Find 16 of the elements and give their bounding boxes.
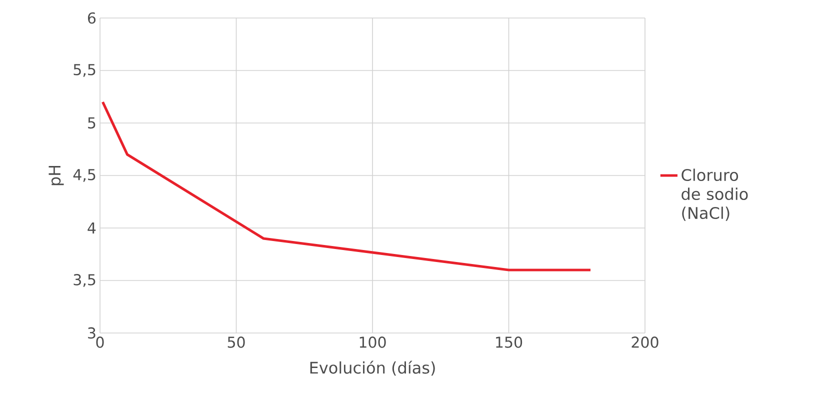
x-tick-label: 50 [228, 336, 245, 348]
y-tick-label: 3,5 [74, 274, 96, 287]
x-axis-title: Evolución (días) [310, 360, 435, 376]
y-tick-label: 4,5 [73, 169, 96, 182]
y-axis-title: pH [48, 166, 64, 186]
x-tick-label: 100 [360, 336, 386, 348]
y-tick-label: 5,5 [74, 64, 96, 77]
legend-label: Cloruro de sodio (NaCl) [682, 168, 748, 221]
x-tick-label: 0 [96, 336, 104, 348]
y-tick-label: 6 [88, 12, 96, 24]
y-tick-label: 5 [88, 117, 96, 129]
x-tick-label: 200 [632, 336, 658, 348]
y-tick-label: 4 [88, 222, 96, 234]
x-tick-label: 150 [496, 336, 522, 348]
line-series [101, 100, 592, 272]
y-tick-label: 3 [88, 327, 96, 339]
